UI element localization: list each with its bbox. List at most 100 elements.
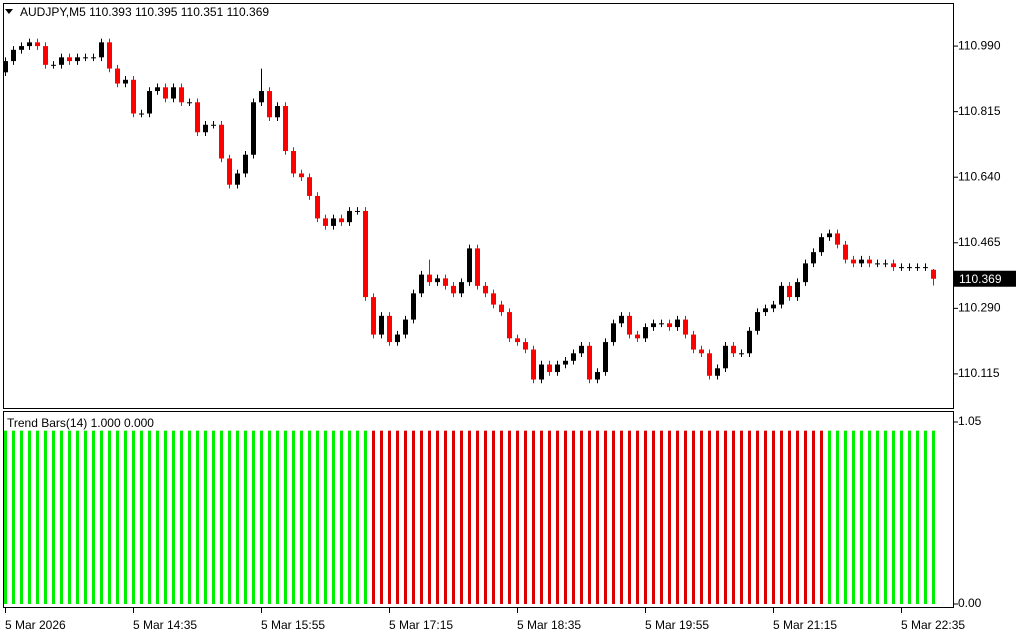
trend-bar	[908, 430, 911, 604]
candle-body	[619, 315, 624, 324]
trend-bar	[60, 430, 63, 604]
trend-bar	[492, 430, 495, 604]
trend-bar	[876, 430, 879, 604]
trend-bar	[772, 430, 775, 604]
candle-body	[923, 267, 928, 269]
candle-body	[99, 42, 104, 58]
trend-bar	[724, 430, 727, 604]
trend-bar	[404, 430, 407, 604]
trend-bar	[228, 430, 231, 604]
trend-bar	[388, 430, 391, 604]
candle-body	[83, 57, 88, 59]
candle-body	[323, 218, 328, 226]
trend-bar	[796, 430, 799, 604]
candle-body	[907, 267, 912, 269]
trend-bar	[12, 430, 15, 604]
trend-bar	[820, 430, 823, 604]
candle-body	[171, 87, 176, 99]
trend-bar	[260, 430, 263, 604]
trend-bar	[164, 430, 167, 604]
trend-bar	[764, 430, 767, 604]
trend-bar	[604, 430, 607, 604]
trend-bar	[124, 430, 127, 604]
candle-body	[339, 218, 344, 223]
candle-body	[771, 304, 776, 309]
trend-bar	[428, 430, 431, 604]
candle-body	[355, 210, 360, 212]
candle-body	[843, 244, 848, 260]
candle-body	[307, 177, 312, 196]
candle-body	[499, 304, 504, 313]
main-pane-frame	[3, 3, 954, 409]
trend-bar	[148, 430, 151, 604]
current-price-label: 110.369	[959, 272, 1002, 286]
y-tick-label: 110.290	[958, 301, 1001, 315]
candle-body	[643, 327, 648, 339]
trend-bar	[812, 430, 815, 604]
trend-bar	[180, 430, 183, 604]
chart-title: AUDJPY,M5 110.393 110.395 110.351 110.36…	[20, 5, 269, 19]
trend-bar	[868, 430, 871, 604]
candle-body	[811, 252, 816, 264]
trend-bar	[444, 430, 447, 604]
candle-body	[579, 345, 584, 354]
trend-bar	[676, 430, 679, 604]
candle-body	[835, 233, 840, 245]
trend-bar	[932, 430, 935, 604]
trend-bar	[284, 430, 287, 604]
candle-body	[531, 349, 536, 380]
trend-bar	[564, 430, 567, 604]
trend-bar	[532, 430, 535, 604]
x-tick-label: 5 Mar 17:15	[389, 618, 453, 632]
trend-bar	[28, 430, 31, 604]
trend-bar	[276, 430, 279, 604]
trend-bar	[116, 430, 119, 604]
candle-body	[899, 267, 904, 269]
trend-bar	[76, 430, 79, 604]
candle-body	[667, 323, 672, 328]
candle-body	[163, 87, 168, 99]
trend-bar	[516, 430, 519, 604]
trend-bar	[924, 430, 927, 604]
trend-bar	[316, 430, 319, 604]
trend-bar	[236, 430, 239, 604]
x-tick-label: 5 Mar 22:35	[901, 618, 965, 632]
trend-bar	[140, 430, 143, 604]
y-tick-label: 110.465	[958, 235, 1001, 249]
trend-bar	[4, 430, 7, 604]
candle-body	[731, 345, 736, 354]
trend-bar	[100, 430, 103, 604]
trend-bar	[308, 430, 311, 604]
candle-body	[715, 368, 720, 376]
trend-bar	[220, 430, 223, 604]
candle-body	[115, 68, 120, 84]
candle-body	[67, 57, 72, 62]
indicator-pane-frame	[3, 411, 954, 608]
trend-bar	[892, 430, 895, 604]
y-tick-label: 1.05	[958, 414, 982, 428]
candle-body	[723, 345, 728, 369]
trend-bar	[348, 430, 351, 604]
candle-body	[195, 102, 200, 133]
candle-body	[755, 312, 760, 331]
trend-bar	[852, 430, 855, 604]
trend-bar	[132, 430, 135, 604]
trend-bar	[916, 430, 919, 604]
candle-body	[891, 263, 896, 268]
candle-body	[443, 278, 448, 286]
indicator-title: Trend Bars(14) 1.000 0.000	[7, 416, 154, 430]
candle-body	[387, 315, 392, 343]
candle-body	[211, 124, 216, 126]
candle-body	[235, 173, 240, 185]
candle-body	[123, 79, 128, 84]
candle-body	[419, 274, 424, 294]
candle-body	[635, 334, 640, 339]
dropdown-icon[interactable]	[5, 9, 13, 14]
candle-body	[267, 91, 272, 118]
trend-bar	[44, 430, 47, 604]
candle-body	[363, 210, 368, 298]
candle-body	[3, 61, 8, 73]
y-tick-label: 110.115	[958, 366, 1000, 380]
